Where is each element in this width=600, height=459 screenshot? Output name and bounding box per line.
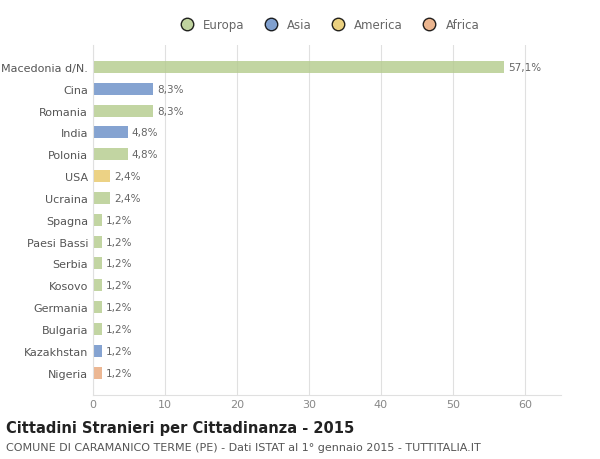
Bar <box>93 258 101 270</box>
Text: 57,1%: 57,1% <box>508 63 542 73</box>
Legend: Europa, Asia, America, Africa: Europa, Asia, America, Africa <box>170 14 484 37</box>
Bar <box>93 280 101 292</box>
Text: 1,2%: 1,2% <box>106 346 133 356</box>
Text: 1,2%: 1,2% <box>106 325 133 334</box>
Text: 8,3%: 8,3% <box>157 106 184 116</box>
Bar <box>93 149 128 161</box>
Bar <box>93 345 101 357</box>
Text: 1,2%: 1,2% <box>106 237 133 247</box>
Text: 4,8%: 4,8% <box>132 150 158 160</box>
Text: 1,2%: 1,2% <box>106 215 133 225</box>
Bar <box>93 171 110 183</box>
Text: 1,2%: 1,2% <box>106 259 133 269</box>
Text: Cittadini Stranieri per Cittadinanza - 2015: Cittadini Stranieri per Cittadinanza - 2… <box>6 420 354 435</box>
Bar <box>93 323 101 335</box>
Bar <box>93 84 153 95</box>
Bar <box>93 62 504 74</box>
Bar <box>93 192 110 205</box>
Text: 2,4%: 2,4% <box>115 172 141 182</box>
Bar <box>93 214 101 226</box>
Text: 2,4%: 2,4% <box>115 194 141 203</box>
Text: 1,2%: 1,2% <box>106 368 133 378</box>
Bar <box>93 367 101 379</box>
Bar <box>93 236 101 248</box>
Text: 8,3%: 8,3% <box>157 84 184 95</box>
Bar <box>93 127 128 139</box>
Bar <box>93 302 101 313</box>
Text: 1,2%: 1,2% <box>106 302 133 313</box>
Text: 1,2%: 1,2% <box>106 281 133 291</box>
Text: 4,8%: 4,8% <box>132 128 158 138</box>
Bar <box>93 106 153 118</box>
Text: COMUNE DI CARAMANICO TERME (PE) - Dati ISTAT al 1° gennaio 2015 - TUTTITALIA.IT: COMUNE DI CARAMANICO TERME (PE) - Dati I… <box>6 442 481 452</box>
